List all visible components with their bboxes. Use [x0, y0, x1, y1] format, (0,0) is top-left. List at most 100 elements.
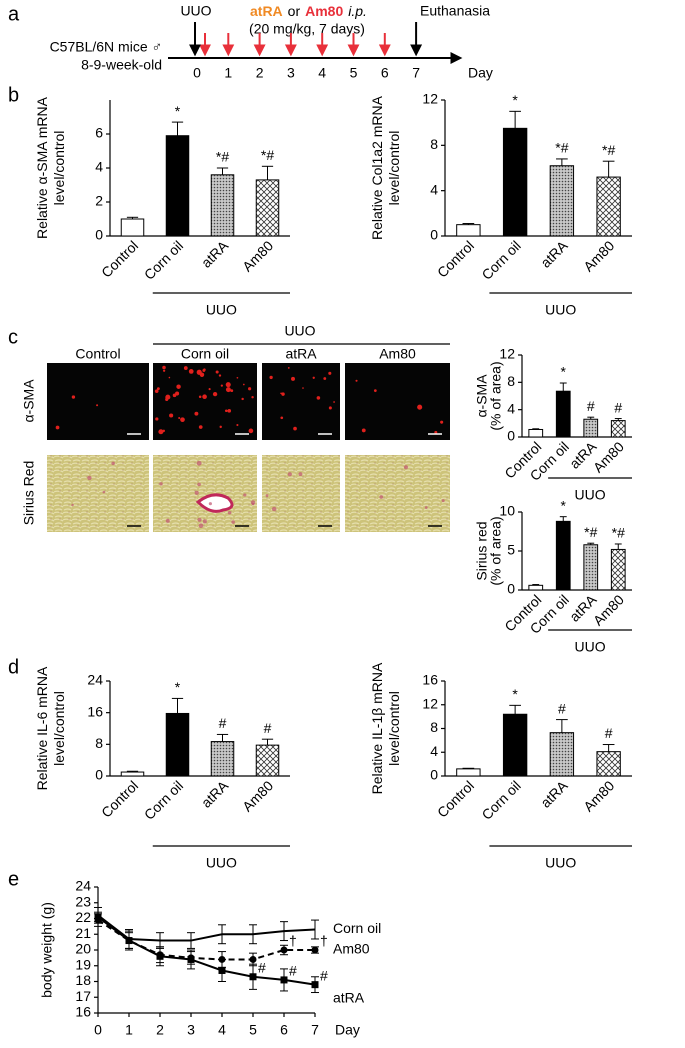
y-axis-label: Relative IL-1β mRNA — [369, 662, 385, 794]
error-bar — [249, 924, 257, 945]
stain — [424, 506, 428, 509]
stain — [265, 494, 269, 497]
treatment-part: atRA — [250, 3, 283, 19]
y-tick-label: 10 — [499, 503, 515, 519]
y-axis-label: body weight (g) — [39, 902, 55, 998]
bar — [555, 520, 571, 591]
stain — [251, 502, 255, 506]
significance-label: * — [561, 364, 567, 380]
bar — [255, 179, 280, 237]
stain — [87, 475, 92, 481]
y-tick-label: 16 — [75, 1004, 91, 1020]
signal-dot — [202, 394, 207, 400]
error-bar — [216, 167, 229, 175]
signal-dot — [183, 366, 188, 370]
series-label: Corn oil — [333, 920, 381, 936]
bar — [583, 418, 599, 438]
treatment-part: Am80 — [305, 3, 343, 19]
signal-dot — [323, 377, 327, 380]
y-tick-label: 4 — [430, 743, 438, 759]
y-tick-label: 23 — [75, 893, 91, 909]
x-tick-label: Corn oil — [478, 777, 523, 822]
significance-label: *# — [584, 524, 597, 540]
y-tick-label: 17 — [75, 988, 91, 1004]
point — [280, 946, 288, 954]
bar — [165, 135, 190, 237]
signal-dot — [281, 392, 285, 396]
x-tick-label: Control — [434, 237, 477, 280]
error-bar — [187, 932, 195, 949]
signal-dot — [194, 411, 199, 416]
row-label: α-SMA — [21, 379, 37, 423]
bar — [583, 544, 599, 591]
bar — [120, 218, 145, 237]
signal-dot — [198, 425, 203, 429]
x-tick-label: Corn oil — [478, 237, 523, 282]
treatment-part: or — [288, 3, 301, 19]
x-tick-label: atRA — [198, 777, 232, 811]
error-bar — [614, 543, 622, 550]
fibrosis-area — [195, 493, 234, 513]
significance-label: # — [264, 720, 272, 736]
signal-dot — [269, 375, 273, 380]
signal-dot — [202, 369, 206, 372]
significance-label: *# — [612, 525, 625, 541]
bar — [549, 165, 575, 237]
bar — [120, 771, 145, 777]
y-tick-label: 6 — [95, 125, 103, 141]
y-tick-label: 16 — [422, 672, 438, 688]
error-bar — [126, 216, 139, 219]
x-tick-label: 4 — [218, 1022, 226, 1038]
y-tick-label: 0 — [430, 227, 438, 243]
signal-dot — [212, 391, 218, 397]
panel-label: d — [8, 656, 19, 678]
signal-dot — [328, 371, 332, 375]
point — [218, 966, 226, 974]
signal-dot — [175, 391, 180, 396]
stain — [208, 502, 212, 506]
y-tick-label: 0 — [507, 428, 515, 444]
bar — [610, 420, 626, 438]
point — [311, 981, 319, 989]
signal-dot — [155, 417, 159, 421]
significance-label: * — [561, 497, 567, 513]
x-tick-label: Control — [98, 777, 141, 820]
y-axis-label: α-SMA — [474, 374, 490, 418]
day-tick-label: 4 — [318, 65, 326, 81]
bar — [255, 744, 280, 777]
y-tick-label: 12 — [422, 91, 438, 107]
error-bar — [509, 110, 521, 129]
signal-dot — [199, 372, 205, 377]
y-tick-label: 19 — [75, 956, 91, 972]
error-bar — [602, 744, 615, 752]
significance-label: *# — [555, 140, 568, 156]
bar — [456, 224, 481, 237]
y-tick-label: 4 — [430, 181, 438, 197]
day-tick-label: 1 — [224, 65, 232, 81]
bar — [528, 584, 544, 591]
error-bar — [559, 382, 567, 392]
x-tick-label: atRA — [537, 237, 571, 271]
signal-dot — [225, 387, 231, 393]
x-tick-label: Am80 — [580, 237, 617, 274]
y-tick-label: 2 — [95, 193, 103, 209]
x-axis-label: Day — [335, 1022, 360, 1038]
point — [125, 937, 133, 945]
fluorescence-image — [47, 363, 149, 440]
bar — [502, 127, 528, 237]
signal-dot — [180, 417, 185, 423]
signal-dot — [220, 384, 223, 387]
signal-dot — [224, 409, 228, 413]
signal-dot — [312, 376, 315, 379]
significance-label: # — [558, 700, 566, 716]
bar — [165, 712, 190, 777]
signal-dot — [156, 387, 160, 391]
y-axis-label: Relative Col1a2 mRNA — [369, 95, 385, 240]
y-axis-label: level/control — [51, 691, 67, 766]
column-label: atRA — [285, 346, 317, 362]
end-text: Euthanasia — [420, 3, 490, 19]
signal-dot — [248, 428, 254, 434]
y-axis-label: Relative α-SMA mRNA — [34, 96, 50, 239]
point — [280, 976, 288, 984]
x-tick-label: 1 — [125, 1022, 133, 1038]
